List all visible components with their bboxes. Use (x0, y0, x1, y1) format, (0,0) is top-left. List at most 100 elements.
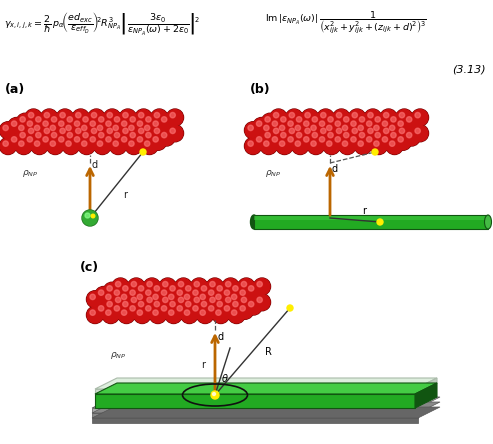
Circle shape (83, 117, 88, 122)
Circle shape (167, 110, 183, 126)
Circle shape (399, 112, 405, 118)
Circle shape (366, 121, 372, 127)
Circle shape (47, 138, 64, 155)
Circle shape (213, 282, 231, 299)
Circle shape (293, 129, 310, 146)
Circle shape (87, 291, 103, 307)
Circle shape (111, 287, 127, 303)
Circle shape (253, 294, 271, 311)
Ellipse shape (250, 215, 257, 229)
Circle shape (143, 294, 160, 311)
Circle shape (29, 112, 34, 118)
Circle shape (143, 303, 159, 319)
Circle shape (104, 283, 120, 299)
Text: (b): (b) (250, 83, 271, 96)
Circle shape (32, 138, 47, 154)
Text: r: r (201, 360, 205, 370)
Circle shape (212, 306, 229, 324)
Circle shape (163, 297, 168, 303)
Circle shape (323, 122, 340, 139)
Circle shape (285, 134, 301, 150)
Circle shape (359, 132, 365, 138)
Circle shape (246, 283, 261, 299)
Circle shape (142, 302, 159, 319)
Circle shape (257, 297, 262, 303)
Circle shape (308, 138, 324, 154)
Circle shape (261, 129, 279, 146)
Circle shape (197, 291, 213, 307)
Circle shape (309, 113, 326, 130)
Circle shape (79, 123, 95, 138)
Circle shape (199, 299, 214, 314)
Circle shape (112, 278, 129, 295)
Circle shape (153, 294, 158, 300)
Circle shape (349, 125, 365, 141)
Circle shape (280, 141, 285, 147)
Circle shape (340, 138, 355, 154)
Circle shape (35, 125, 40, 131)
Circle shape (233, 285, 238, 291)
Circle shape (184, 294, 190, 300)
Circle shape (16, 129, 34, 146)
Circle shape (354, 122, 372, 139)
Circle shape (107, 301, 112, 307)
Circle shape (128, 294, 145, 311)
Circle shape (333, 125, 350, 141)
Circle shape (135, 298, 152, 315)
Circle shape (144, 125, 150, 131)
Circle shape (151, 125, 167, 141)
Circle shape (135, 125, 152, 142)
Circle shape (151, 125, 168, 142)
Circle shape (355, 138, 371, 154)
Circle shape (231, 310, 237, 315)
Polygon shape (92, 402, 440, 413)
Circle shape (272, 137, 278, 142)
Circle shape (248, 285, 254, 291)
Circle shape (95, 302, 112, 319)
Circle shape (212, 291, 229, 308)
Circle shape (182, 298, 199, 315)
Circle shape (197, 306, 213, 324)
Circle shape (349, 125, 366, 142)
Circle shape (356, 130, 372, 145)
Circle shape (167, 282, 183, 299)
Circle shape (198, 298, 215, 315)
Circle shape (222, 278, 239, 295)
Circle shape (167, 283, 183, 299)
Circle shape (389, 125, 395, 131)
Circle shape (372, 149, 378, 155)
Circle shape (136, 283, 151, 299)
Circle shape (55, 133, 72, 150)
Circle shape (364, 125, 382, 142)
Circle shape (382, 121, 387, 127)
Circle shape (374, 125, 379, 131)
Circle shape (372, 130, 388, 145)
Circle shape (154, 301, 160, 307)
Polygon shape (95, 383, 437, 394)
Circle shape (233, 301, 238, 307)
Circle shape (351, 121, 356, 127)
Circle shape (82, 210, 98, 226)
Circle shape (198, 282, 215, 299)
Circle shape (106, 294, 111, 300)
Circle shape (60, 112, 65, 118)
Circle shape (174, 286, 191, 304)
Circle shape (136, 110, 151, 126)
Circle shape (151, 299, 167, 314)
Circle shape (135, 282, 152, 299)
Circle shape (205, 286, 222, 304)
Circle shape (228, 306, 245, 324)
Circle shape (135, 118, 150, 134)
Circle shape (16, 113, 34, 130)
Circle shape (26, 110, 41, 126)
Circle shape (265, 132, 270, 138)
Circle shape (145, 305, 151, 311)
Circle shape (380, 134, 395, 150)
Circle shape (111, 114, 127, 130)
Circle shape (111, 130, 127, 145)
Circle shape (137, 137, 142, 142)
Circle shape (39, 133, 57, 150)
Circle shape (114, 117, 120, 122)
Circle shape (15, 122, 32, 139)
Circle shape (104, 298, 120, 315)
